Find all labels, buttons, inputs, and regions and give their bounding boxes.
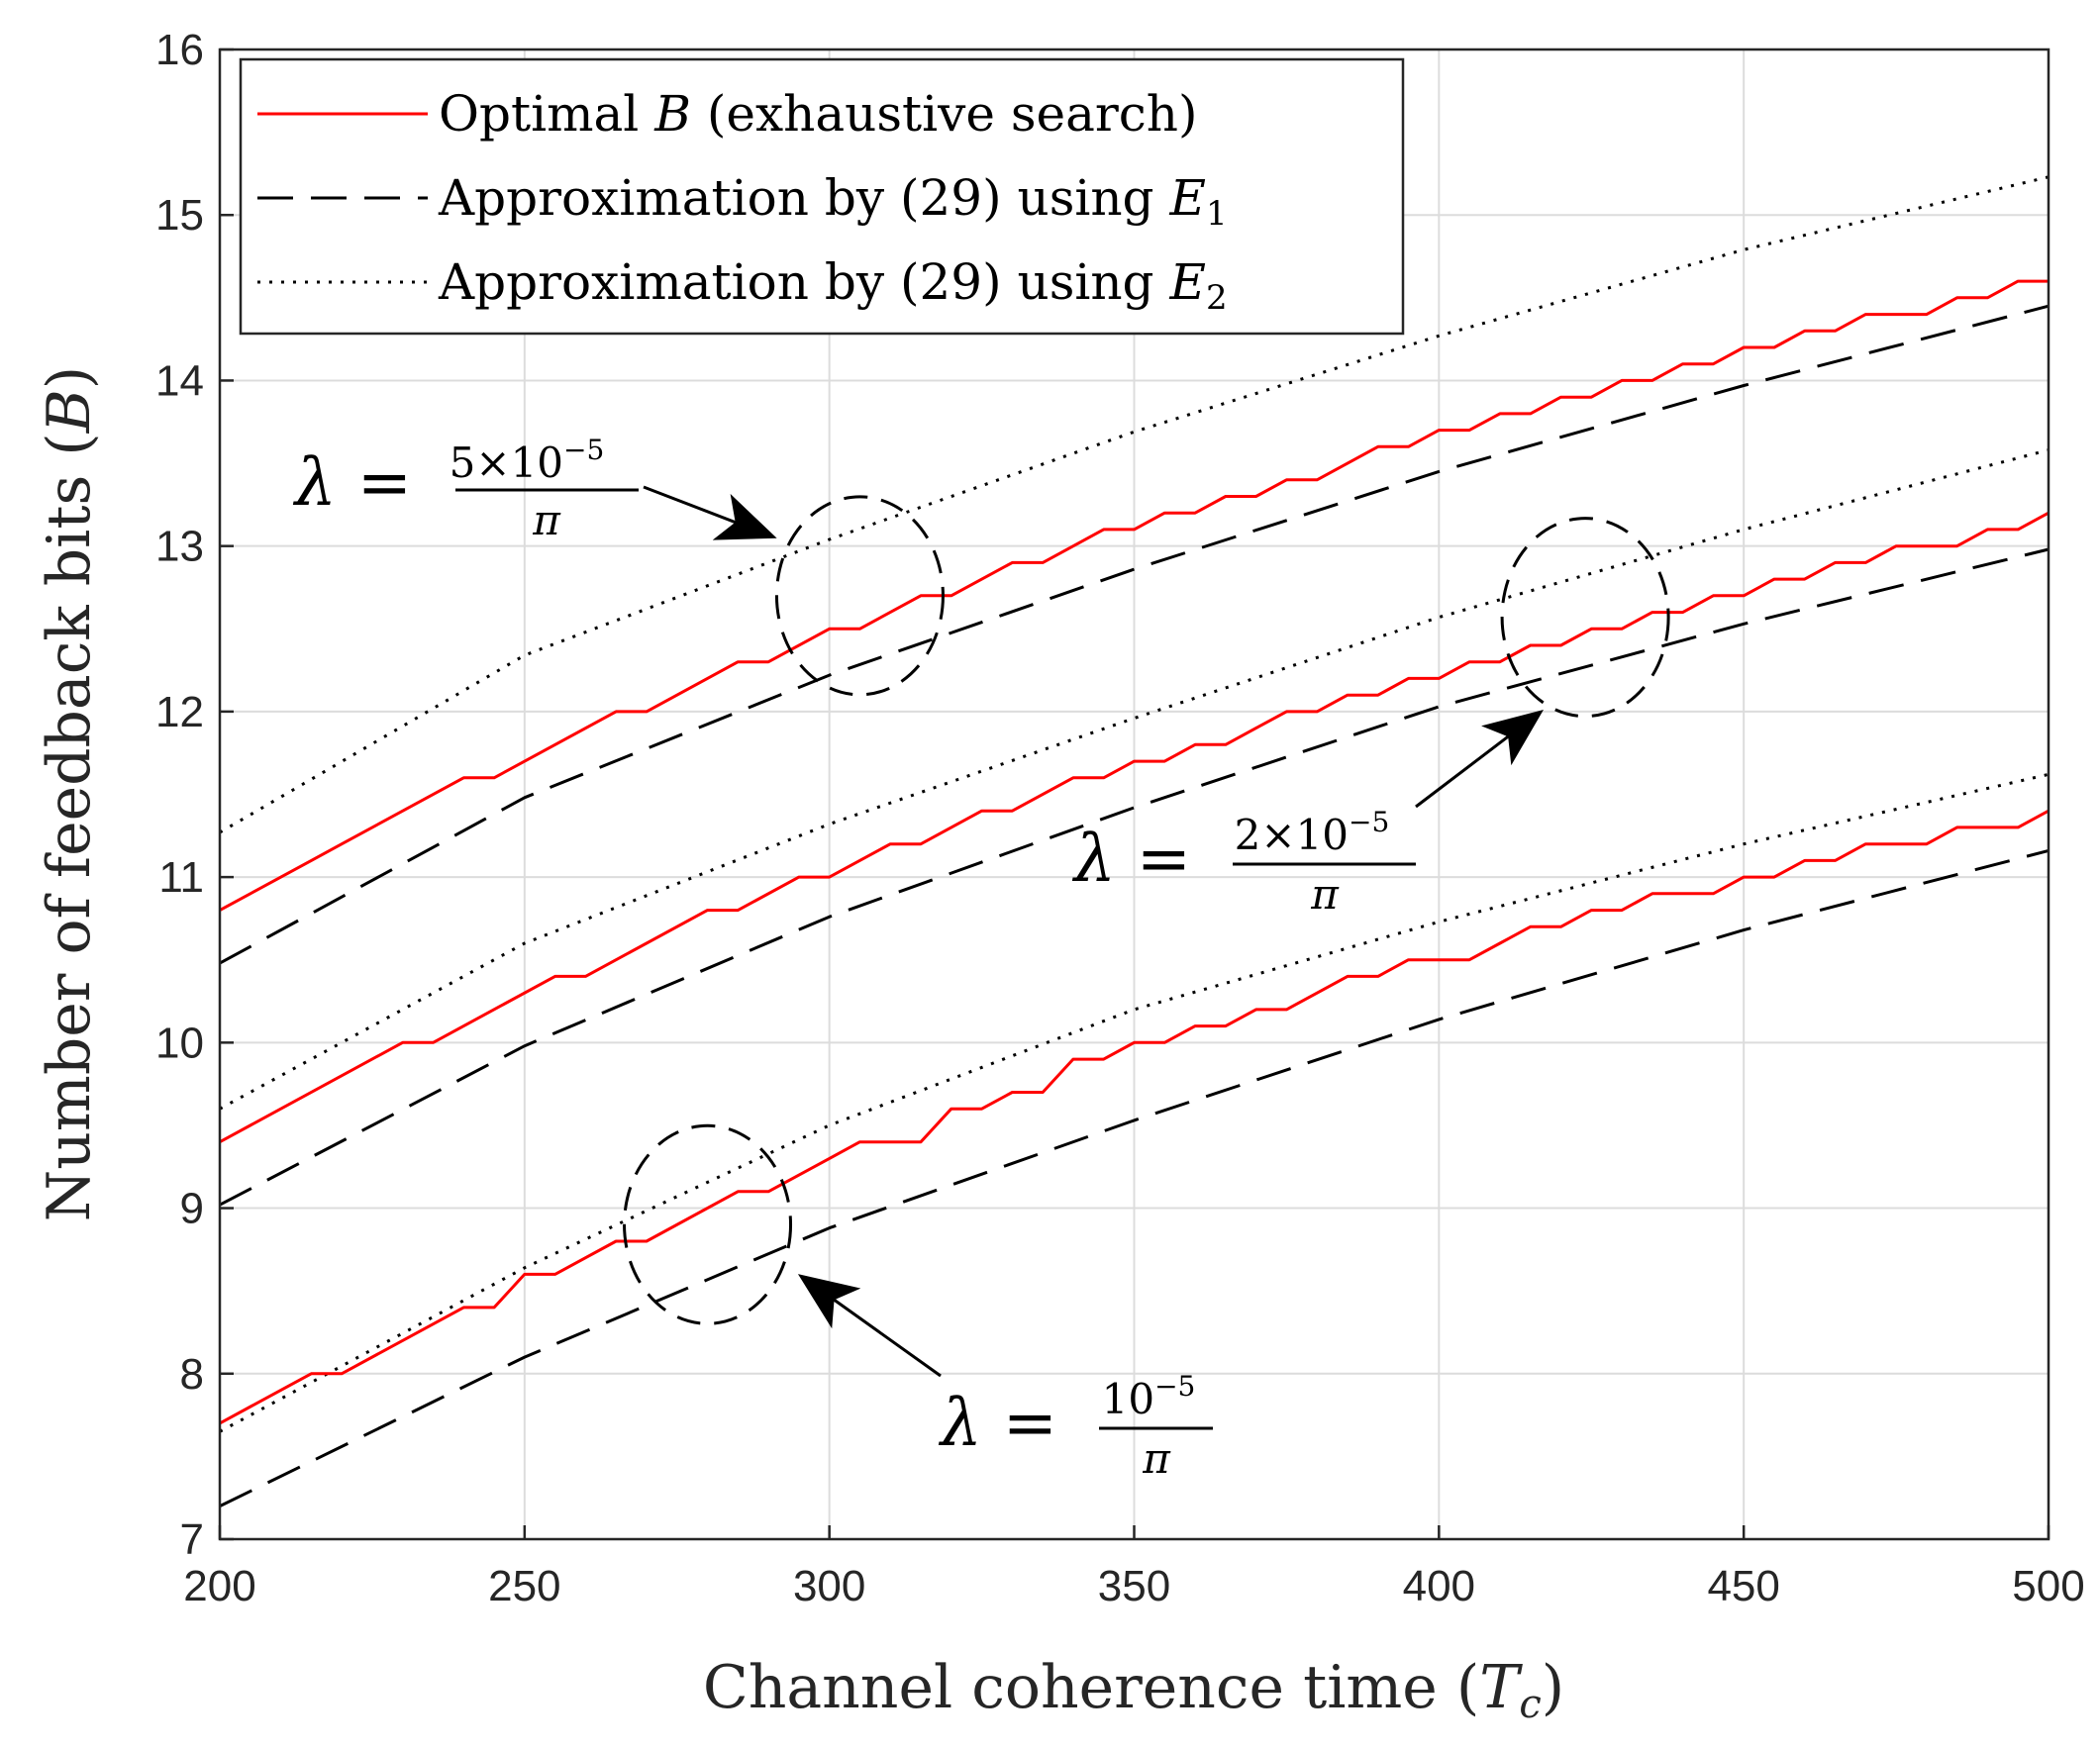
x-tick-label-400: 400 (1403, 1562, 1475, 1610)
series-e1-lambda-2e-5 (219, 547, 2050, 1207)
legend-label-optimal: Optimal B (exhaustive search) (439, 85, 1198, 143)
series-optimal-lambda-1e-5 (219, 809, 2050, 1425)
series-optimal-lambda-5e-5 (219, 279, 2049, 912)
y-tick-label-10: 10 (155, 1019, 204, 1067)
x-tick-label-250: 250 (488, 1562, 560, 1610)
annotation-lambda-2e-5-arrow (1415, 709, 1544, 809)
x-tick-label-500: 500 (2012, 1562, 2084, 1610)
annotation-lambda-1e-5: λ = 10−5 π (797, 1274, 1213, 1483)
highlight-circle-lambda-2e-5 (1500, 517, 1670, 719)
y-tick-label-9: 9 (180, 1185, 204, 1233)
series-e1-lambda-1e-5 (219, 848, 2050, 1507)
x-tick-label-450: 450 (1707, 1562, 1779, 1610)
annotation-lambda-2e-5-lhs: λ = (1071, 821, 1191, 897)
annotation-lambda-5e-5-arrow (643, 485, 777, 540)
y-tick-label-14: 14 (155, 356, 204, 405)
annotation-lambda-1e-5-arrow (797, 1274, 942, 1378)
x-tick-label-200: 200 (183, 1562, 255, 1610)
y-tick-label-8: 8 (180, 1350, 204, 1399)
legend-label-e1: Approximation by (29) using E1 (438, 169, 1228, 234)
y-tick-label-11: 11 (158, 853, 204, 902)
annotation-lambda-1e-5-denominator: π (1142, 1434, 1171, 1483)
annotation-lambda-5e-5-numerator: 5×10−5 (450, 434, 605, 487)
series-layer (219, 175, 2050, 1507)
y-axis-title: Number of feedback bits (B) (35, 366, 104, 1221)
annotation-lambda-2e-5-denominator: π (1310, 870, 1340, 919)
y-tick-label-16: 16 (155, 26, 204, 74)
x-axis-title: Channel coherence time (Tc) (703, 1653, 1564, 1727)
y-tick-labels: 7 8 9 10 11 12 13 14 15 16 (155, 26, 234, 1564)
series-optimal-lambda-2e-5 (219, 511, 2050, 1144)
legend: Optimal B (exhaustive search) Approximat… (239, 57, 1405, 336)
legend-label-e2: Approximation by (29) using E2 (438, 253, 1228, 318)
x-tick-label-300: 300 (793, 1562, 865, 1610)
annotation-lambda-2e-5: λ = 2×10−5 π (1071, 709, 1544, 919)
annotation-lambda-5e-5-lhs: λ = (292, 444, 412, 521)
series-e2-lambda-1e-5 (219, 772, 2050, 1433)
y-tick-label-12: 12 (155, 688, 204, 736)
y-tick-label-13: 13 (155, 523, 204, 571)
highlight-circle-lambda-1e-5 (623, 1123, 793, 1325)
y-tick-label-15: 15 (155, 191, 204, 240)
group-circles (623, 495, 1670, 1325)
x-tick-labels: 200 250 300 350 400 450 500 (183, 1525, 2085, 1610)
highlight-circle-lambda-5e-5 (774, 495, 945, 697)
y-tick-label-7: 7 (180, 1515, 204, 1564)
annotation-lambda-2e-5-numerator: 2×10−5 (1235, 806, 1390, 859)
x-tick-label-350: 350 (1098, 1562, 1170, 1610)
annotation-lambda-1e-5-lhs: λ = (938, 1385, 1057, 1461)
legend-box (239, 57, 1405, 336)
series-e2-lambda-2e-5 (219, 448, 2050, 1111)
annotation-lambda-5e-5: λ = 5×10−5 π (292, 434, 777, 544)
series-e1-lambda-5e-5 (219, 304, 2050, 965)
annotation-lambda-1e-5-numerator: 10−5 (1102, 1370, 1196, 1423)
annotation-lambda-5e-5-denominator: π (532, 496, 561, 544)
